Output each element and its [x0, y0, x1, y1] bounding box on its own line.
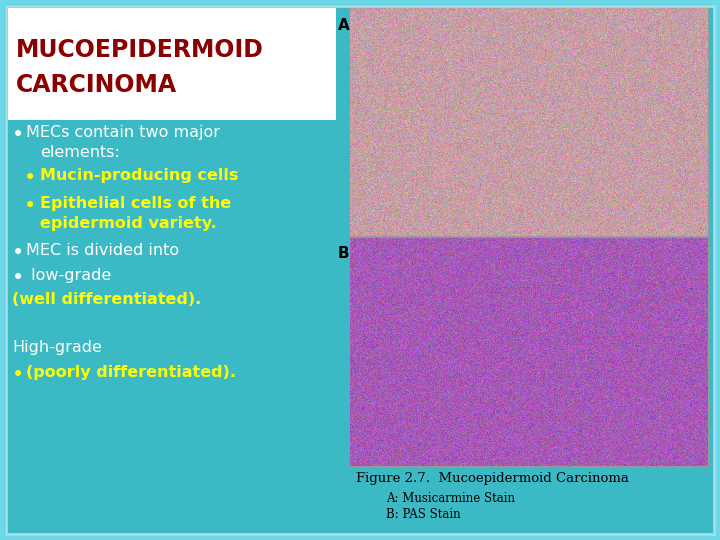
- Text: epidermoid variety.: epidermoid variety.: [40, 216, 217, 231]
- Text: CARCINOMA: CARCINOMA: [16, 73, 177, 97]
- Text: Mucin-producing cells: Mucin-producing cells: [40, 168, 238, 183]
- Text: •: •: [12, 365, 24, 385]
- Text: low-grade: low-grade: [26, 268, 112, 283]
- Text: (well differentiated).: (well differentiated).: [12, 292, 202, 307]
- Text: A: Musicarmine Stain: A: Musicarmine Stain: [386, 492, 515, 505]
- Text: elements:: elements:: [40, 145, 120, 160]
- Text: Epithelial cells of the: Epithelial cells of the: [40, 196, 231, 211]
- Text: •: •: [12, 125, 24, 145]
- Text: MEC is divided into: MEC is divided into: [26, 243, 179, 258]
- Text: MUCOEPIDERMOID: MUCOEPIDERMOID: [16, 38, 264, 62]
- Text: B: PAS Stain: B: PAS Stain: [386, 508, 461, 521]
- Text: MECs contain two major: MECs contain two major: [26, 125, 220, 140]
- Text: •: •: [12, 268, 24, 288]
- Text: Figure 2.7.  Mucoepidermoid Carcinoma: Figure 2.7. Mucoepidermoid Carcinoma: [356, 472, 629, 485]
- Text: High-grade: High-grade: [12, 340, 102, 355]
- Bar: [8, 8, 336, 120]
- Text: (poorly differentiated).: (poorly differentiated).: [26, 365, 236, 380]
- Text: •: •: [12, 243, 24, 263]
- Text: •: •: [24, 196, 36, 216]
- Text: B: B: [338, 246, 350, 261]
- Text: •: •: [24, 168, 36, 188]
- Bar: [350, 238, 708, 466]
- Bar: [350, 8, 708, 236]
- Text: A: A: [338, 18, 350, 33]
